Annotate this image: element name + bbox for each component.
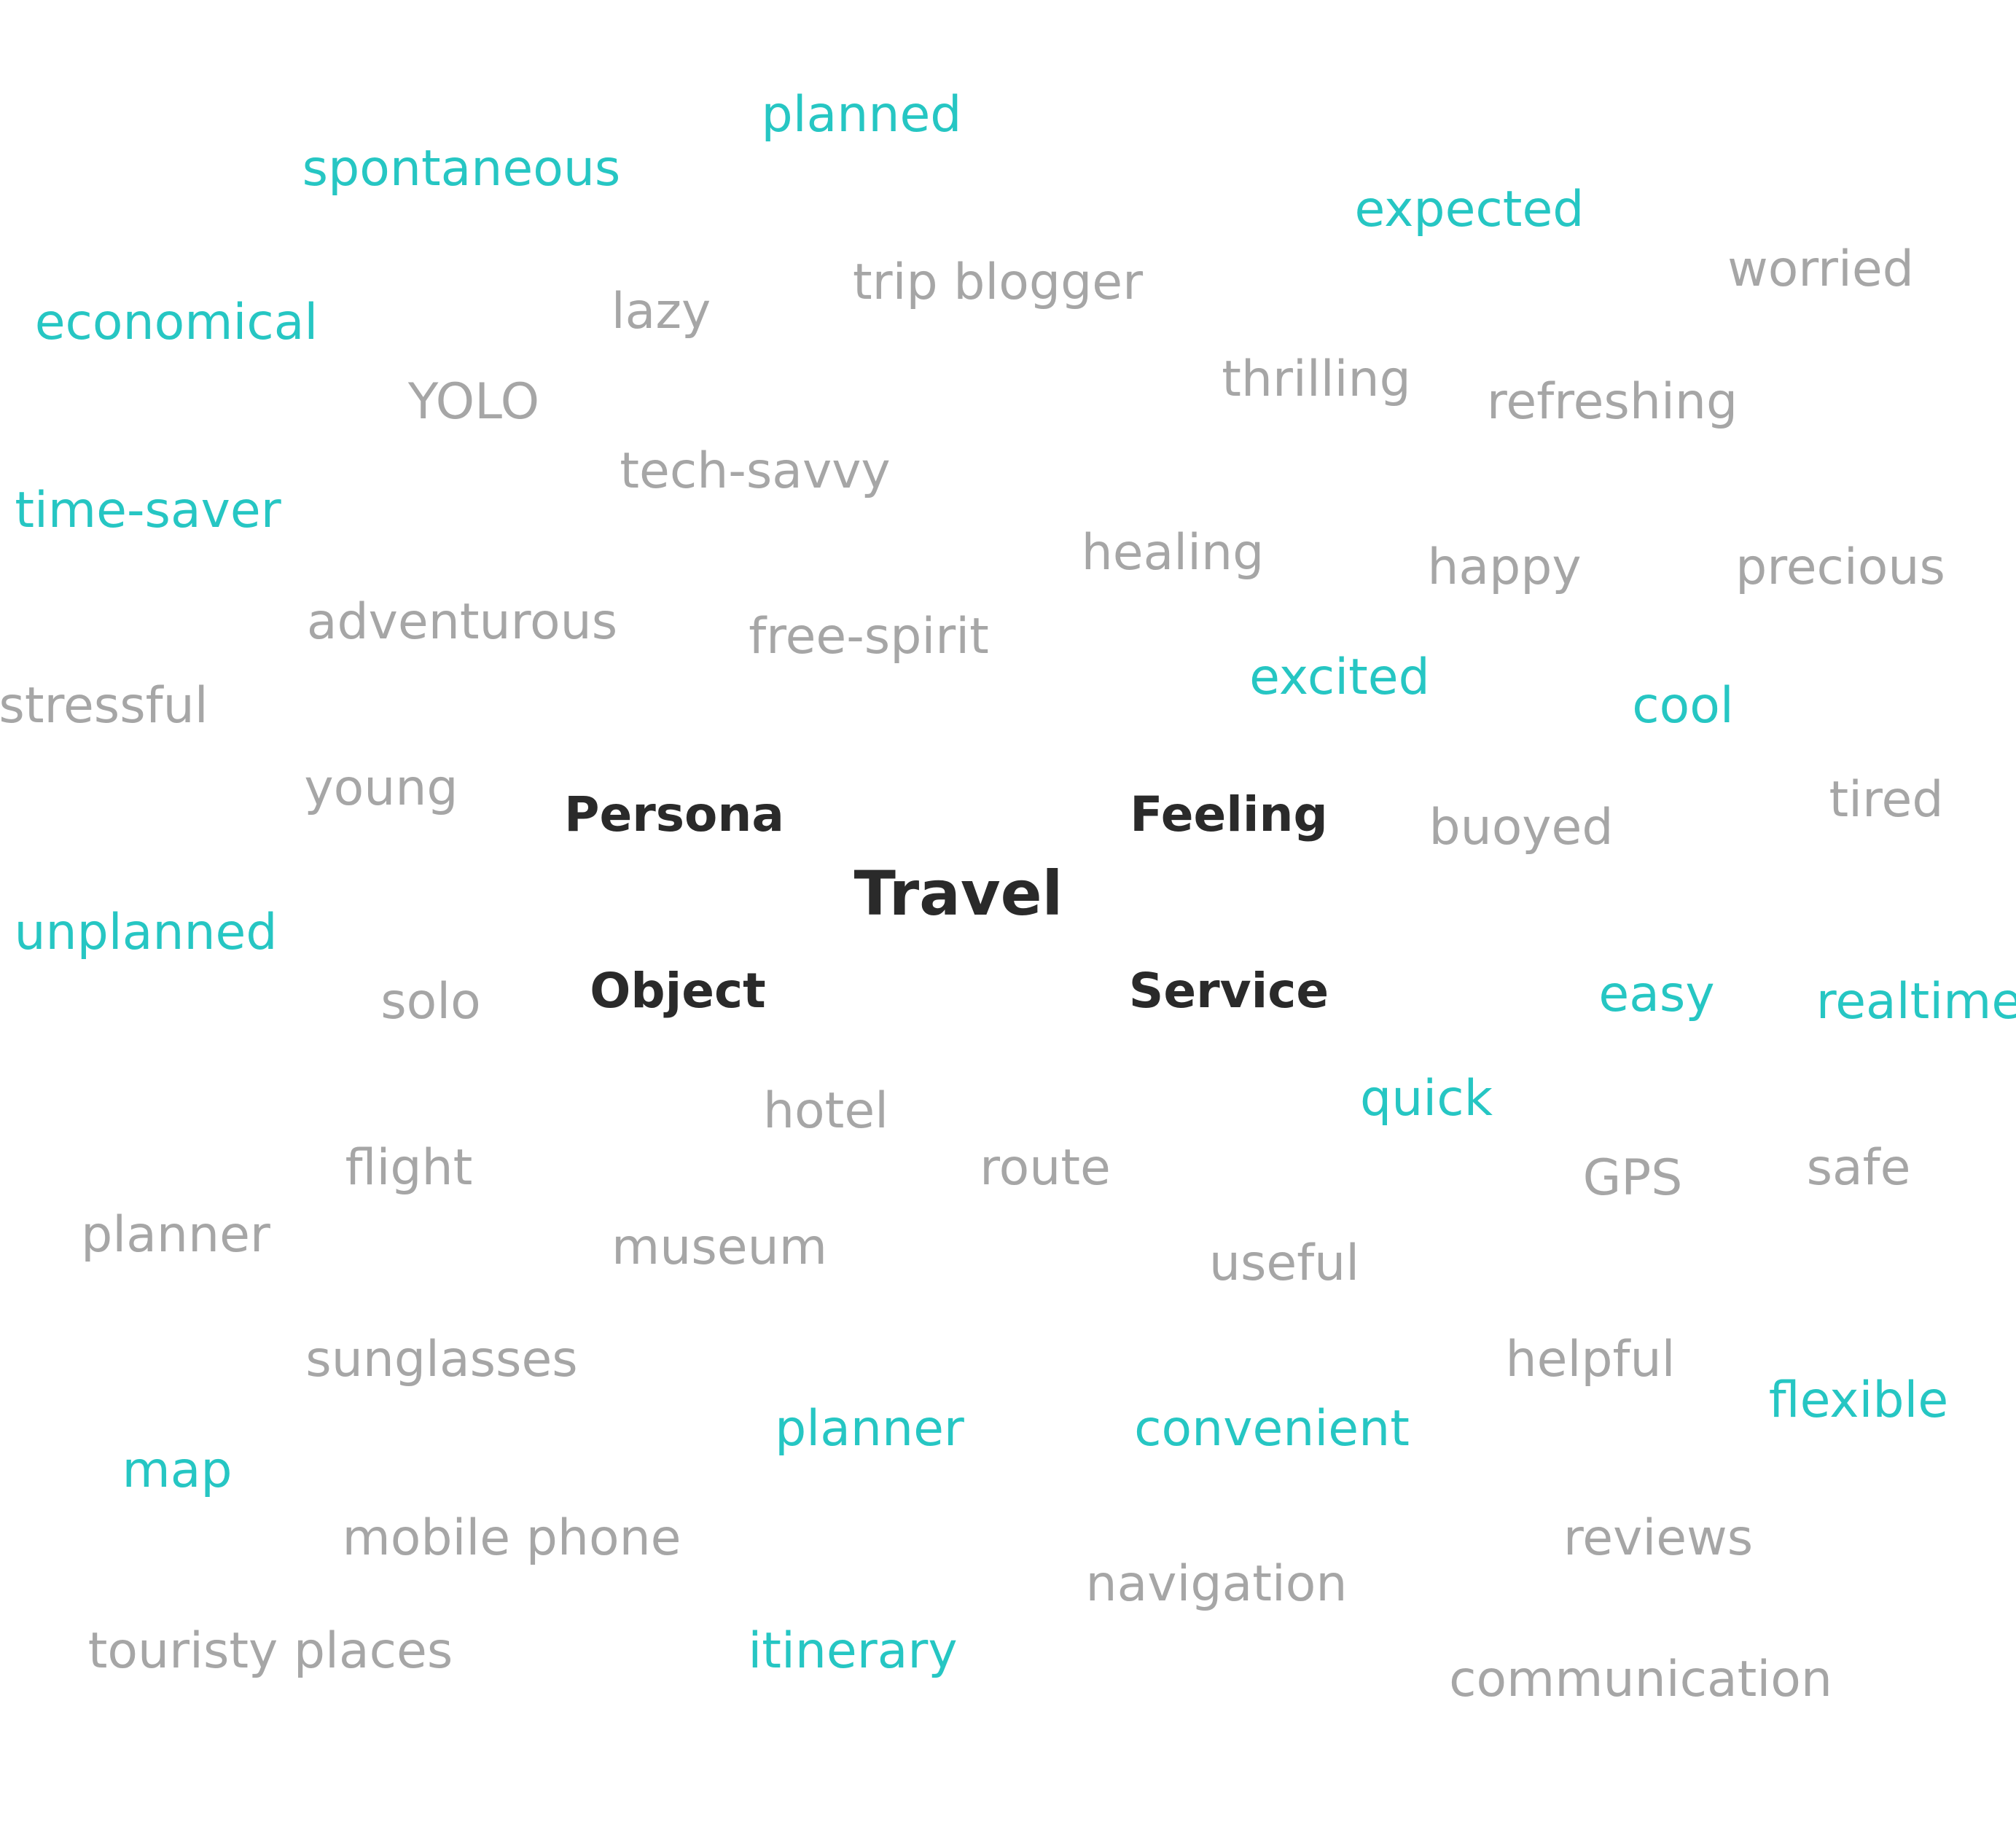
word-excited-17: excited xyxy=(1249,649,1430,706)
word-itinerary-46: itinerary xyxy=(748,1622,958,1680)
word-trip-blogger-4: trip blogger xyxy=(852,254,1144,311)
word-mobile-phone-42: mobile phone xyxy=(342,1509,681,1567)
word-economical-6: economical xyxy=(34,294,319,351)
word-free-spirit-16: free-spirit xyxy=(749,608,989,665)
word-convenient-40: convenient xyxy=(1134,1400,1410,1458)
word-navigation-44: navigation xyxy=(1085,1555,1348,1613)
word-planner-39: planner xyxy=(775,1400,964,1458)
word-happy-13: happy xyxy=(1427,539,1582,596)
word-touristy-places-45: touristy places xyxy=(87,1622,453,1680)
word-buoyed-22: buoyed xyxy=(1429,799,1614,856)
word-stressful-18: stressful xyxy=(0,677,208,735)
word-route-30: route xyxy=(980,1139,1111,1197)
word-map-41: map xyxy=(122,1442,233,1499)
word-safe-32: safe xyxy=(1806,1139,1911,1197)
word-tech-savvy-10: tech-savvy xyxy=(620,442,891,500)
word-flexible-38: flexible xyxy=(1768,1372,1949,1429)
word-helpful-37: helpful xyxy=(1505,1331,1676,1388)
word-communication-47: communication xyxy=(1449,1651,1832,1708)
word-hotel-28: hotel xyxy=(762,1082,889,1140)
word-museum-34: museum xyxy=(612,1219,827,1276)
word-cool-19: cool xyxy=(1632,677,1734,735)
word-solo-24: solo xyxy=(380,973,481,1031)
word-worried-3: worried xyxy=(1727,241,1914,298)
word-healing-12: healing xyxy=(1081,524,1265,582)
word-sunglasses-36: sunglasses xyxy=(305,1331,578,1388)
word-adventurous-15: adventurous xyxy=(306,593,618,651)
category-service: Service xyxy=(1128,963,1329,1019)
word-reviews-43: reviews xyxy=(1563,1509,1754,1567)
word-expected-2: expected xyxy=(1354,181,1585,238)
word-planner-33: planner xyxy=(81,1206,270,1264)
word-flight-29: flight xyxy=(345,1139,473,1197)
word-time-saver-11: time-saver xyxy=(15,482,281,539)
category-persona: Persona xyxy=(564,786,784,842)
word-precious-14: precious xyxy=(1735,539,1945,596)
category-object: Object xyxy=(590,963,766,1019)
center-word: Travel xyxy=(853,858,1063,929)
word-gps-31: GPS xyxy=(1582,1149,1683,1207)
word-tired-21: tired xyxy=(1829,771,1944,829)
word-planned-0: planned xyxy=(761,86,962,144)
category-feeling: Feeling xyxy=(1130,786,1328,842)
word-yolo-9: YOLO xyxy=(407,373,540,431)
word-useful-35: useful xyxy=(1208,1235,1360,1292)
word-refreshing-8: refreshing xyxy=(1486,373,1738,431)
word-young-20: young xyxy=(304,759,458,817)
word-spontaneous-1: spontaneous xyxy=(302,140,621,198)
word-unplanned-23: unplanned xyxy=(14,904,278,961)
word-easy-25: easy xyxy=(1598,966,1715,1023)
word-quick-27: quick xyxy=(1360,1070,1493,1127)
word-realtime-26: realtime xyxy=(1816,973,2016,1031)
word-lazy-5: lazy xyxy=(611,283,711,340)
word-thrilling-7: thrilling xyxy=(1222,351,1411,408)
